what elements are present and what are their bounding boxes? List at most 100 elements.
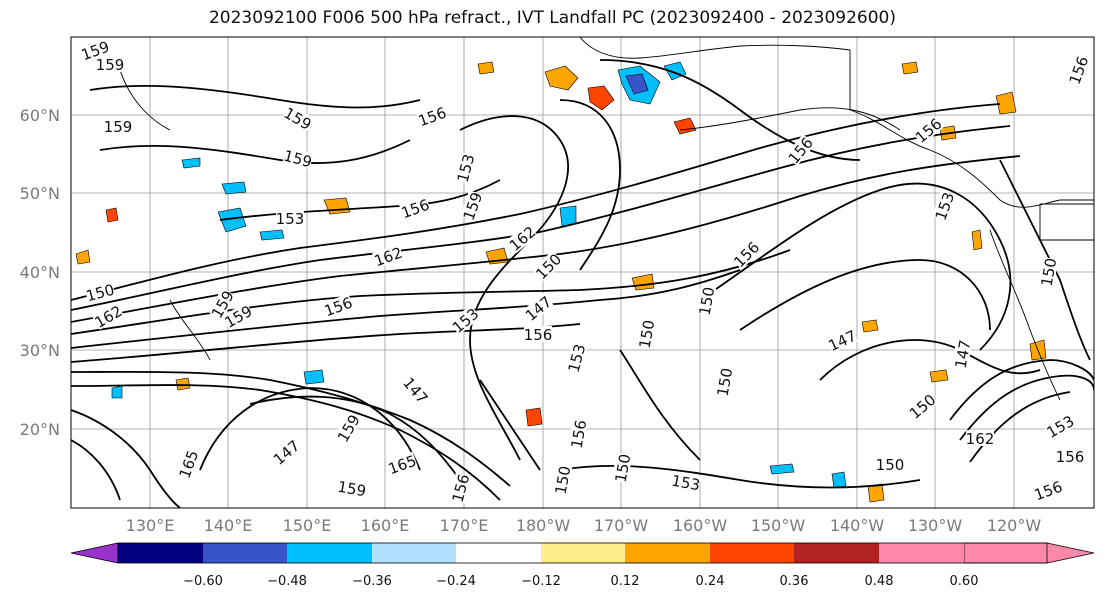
lon-label: 170°W [594, 516, 649, 535]
contour-label-bg [84, 280, 116, 304]
contour-label-bg [567, 418, 589, 450]
colorbar-tick-label: 0.12 [611, 574, 640, 589]
contour-label: 150 [714, 367, 737, 398]
contour-label-bg [670, 471, 702, 493]
colorbar-swatch [794, 543, 879, 563]
contour-label: 153 [670, 472, 701, 495]
contour-label-bg [322, 293, 354, 319]
contour-label-bg [175, 448, 201, 480]
contour-label-bg [635, 318, 657, 350]
colorbar-extend-right [963, 542, 1095, 564]
contour-label-bg [1032, 477, 1064, 503]
shaded-anomalies [75, 61, 1047, 503]
lon-label: 140°W [830, 516, 885, 535]
colorbar-tick-label: −0.12 [521, 574, 561, 589]
colorbar-swatch [625, 543, 710, 563]
contour-label: 150 [1038, 257, 1061, 288]
contour-label-bg [695, 285, 717, 317]
lat-label: 50°N [20, 184, 60, 203]
colorbar-tick-label: 0.36 [780, 574, 809, 589]
contour-label-bg [713, 366, 735, 398]
colorbar: −0.60 −0.48 −0.36 −0.24 −0.12 0.12 0.24 … [70, 542, 1095, 589]
contour-label-bg [91, 302, 125, 330]
contour-label-bg [1056, 448, 1084, 464]
contour-label: 150 [612, 453, 635, 484]
colorbar-border [117, 542, 1048, 564]
contour-label: 150 [876, 456, 905, 474]
contour-label-bg [104, 118, 132, 134]
lon-label: 160°E [361, 516, 410, 535]
contour-label-bg [276, 210, 304, 226]
colorbar-tick-label: −0.36 [352, 574, 392, 589]
colorbar-tick-label: 0.24 [696, 574, 725, 589]
colorbar-tick-label: 0.60 [950, 574, 979, 589]
contour-label-bg [951, 338, 973, 370]
colorbar-tick-label: −0.48 [267, 574, 307, 589]
contour-label-bg [281, 104, 315, 132]
contour-label-bg [270, 436, 302, 468]
lon-label: 160°W [673, 516, 728, 535]
lon-label: 150°E [283, 516, 332, 535]
contour-label-bg [400, 374, 432, 406]
contour-label-bg [386, 451, 418, 477]
contour-label: 150 [696, 286, 719, 317]
contour-label-bg [1043, 412, 1077, 440]
contour-label-bg [564, 342, 588, 374]
longitude-axis: 130°E 140°E 150°E 160°E 170°E 180°W 170°… [126, 516, 1042, 535]
contour-label-bg [459, 190, 485, 222]
contour-label: 159 [96, 56, 125, 74]
contour-label-bg [1065, 54, 1091, 86]
colorbar-swatch [118, 543, 203, 563]
map-title: 2023092100 F006 500 hPa refract., IVT La… [208, 8, 896, 28]
lon-label: 170°E [440, 516, 489, 535]
gridlines [71, 37, 1094, 508]
contour-label-bg [1037, 256, 1059, 288]
contour-label: 156 [568, 419, 591, 450]
lon-label: 180°W [516, 516, 571, 535]
contour-label-bg [784, 134, 816, 166]
contour-label: 150 [552, 465, 575, 496]
colorbar-swatch [287, 543, 372, 563]
colorbar-swatch [203, 543, 287, 563]
contour-label-bg [416, 103, 448, 129]
contour-label: 159 [104, 118, 133, 136]
colorbar-swatch [372, 543, 456, 563]
lat-label: 30°N [20, 341, 60, 360]
contour-label-bg [506, 222, 538, 254]
contour-label-bg [912, 114, 944, 146]
colorbar-swatch [710, 543, 794, 563]
contour-label-bg [966, 430, 994, 446]
contour-label-bg [611, 452, 633, 484]
contour-label-bg [399, 195, 431, 221]
lat-label: 60°N [20, 106, 60, 125]
colorbar-tick-label: −0.60 [183, 574, 223, 589]
contour-label: 156 [1056, 448, 1085, 466]
contour-label-bg [906, 390, 938, 422]
contour-label-bg [282, 146, 314, 170]
colorbar-extend-left [70, 542, 119, 564]
contour-label-bg [524, 326, 552, 342]
colorbar-swatch [879, 543, 964, 563]
contour-label-bg [221, 302, 255, 330]
lat-label: 20°N [20, 420, 60, 439]
colorbar-tick-label: −0.24 [436, 574, 476, 589]
lon-label: 130°W [908, 516, 963, 535]
contour-label-bg [825, 326, 859, 354]
contour-label: 156 [524, 326, 553, 344]
lon-label: 150°W [751, 516, 806, 535]
lon-label: 140°E [204, 516, 253, 535]
contour-label-bg [372, 243, 404, 269]
contour-label-bg [522, 292, 554, 324]
contour-label-bg [931, 190, 957, 222]
latitude-axis: 60°N 50°N 40°N 30°N 20°N [20, 106, 60, 439]
contour-label-bg [876, 456, 904, 472]
lat-label: 40°N [20, 263, 60, 282]
contour-label-bg [448, 472, 472, 504]
contour-label-bg [730, 238, 762, 270]
contour-label: 147 [952, 339, 975, 370]
contour-label-bg [334, 411, 362, 445]
contour-label: 159 [336, 478, 367, 501]
colorbar-swatch [456, 543, 541, 563]
contour-label-bg [453, 152, 477, 184]
